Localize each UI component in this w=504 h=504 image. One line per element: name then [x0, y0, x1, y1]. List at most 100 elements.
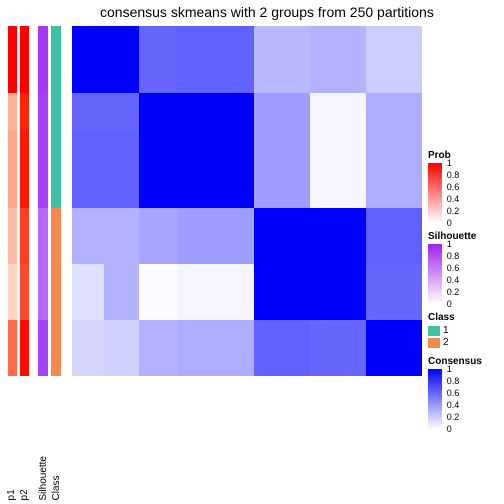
legend-consensus-title: Consensus	[428, 356, 498, 367]
heatmap-cell	[254, 131, 310, 208]
heatmap-cell	[366, 93, 422, 132]
heatmap-cell	[366, 26, 422, 58]
strip-cell	[38, 208, 48, 264]
heatmap-cell	[139, 264, 178, 320]
heatmap-cell	[310, 26, 366, 58]
heatmap-cell	[104, 93, 139, 132]
heatmap-cell	[254, 264, 310, 320]
legend-tick: 0.2	[447, 206, 460, 216]
heatmap-cell	[72, 26, 104, 58]
legend-tick: 0.4	[447, 194, 460, 204]
heatmap-cell	[310, 320, 366, 376]
legend-class-item: 1	[428, 325, 498, 336]
heatmap-cell	[177, 131, 254, 208]
legend-tick: 0.2	[447, 412, 460, 422]
heatmap-cell	[104, 264, 139, 320]
legend-tick: 1	[447, 364, 452, 374]
heatmap-cell	[366, 58, 422, 93]
strip-cell	[51, 93, 61, 132]
strip-cell	[51, 26, 61, 58]
consensus-heatmap	[72, 26, 422, 376]
label-p2: p2	[19, 456, 29, 500]
strip-cell	[38, 320, 48, 376]
strip-cell	[20, 131, 29, 208]
legends: Prob 1 0.8 0.6 0.4 0.2 0 Silhouette 1 0.8 0.6 0.…	[428, 150, 498, 437]
heatmap-cell	[366, 208, 422, 264]
strip-cell	[8, 93, 17, 132]
strip-cell	[51, 58, 61, 93]
heatmap-cell	[139, 131, 178, 208]
strip-cell	[38, 58, 48, 93]
heatmap-cell	[310, 208, 366, 264]
strip-cell	[38, 131, 48, 208]
legend-tick: 0.4	[447, 400, 460, 410]
heatmap-cell	[310, 264, 366, 320]
heatmap-cell	[310, 58, 366, 93]
strip-cell	[38, 26, 48, 58]
strip-cell	[20, 58, 29, 93]
legend-label: 2	[443, 337, 449, 348]
legend-tick: 0.6	[447, 263, 460, 273]
heatmap-cell	[72, 58, 104, 93]
strip-cell	[8, 264, 17, 320]
legend-tick: 1	[447, 239, 452, 249]
label-class: Class	[51, 456, 61, 500]
heatmap-cell	[139, 26, 178, 58]
legend-class: Class 12	[428, 312, 498, 348]
heatmap-cell	[254, 93, 310, 132]
strip-cell	[20, 26, 29, 58]
heatmap-cell	[177, 208, 254, 264]
strip-cell	[20, 320, 29, 376]
strip-silhouette	[38, 26, 48, 376]
legend-tick: 0.6	[447, 388, 460, 398]
heatmap-cell	[310, 93, 366, 132]
legend-swatch	[428, 338, 440, 348]
strip-cell	[8, 131, 17, 208]
legend-consensus-bar	[428, 369, 442, 429]
legend-tick: 1	[447, 158, 452, 168]
heatmap-cell	[72, 264, 104, 320]
legend-class-item: 2	[428, 337, 498, 348]
heatmap-cell	[72, 208, 104, 264]
heatmap-cell	[104, 320, 139, 376]
strip-cell	[8, 208, 17, 264]
legend-prob-title: Prob	[428, 150, 498, 161]
strip-p1	[8, 26, 17, 376]
heatmap-cell	[72, 320, 104, 376]
legend-tick: 0.8	[447, 376, 460, 386]
strip-cell	[51, 131, 61, 208]
strip-cell	[38, 93, 48, 132]
legend-tick: 0	[447, 424, 452, 434]
legend-tick: 0	[447, 299, 452, 309]
legend-silhouette: Silhouette 10.80.60.40.20	[428, 231, 498, 304]
heatmap-cell	[177, 58, 254, 93]
heatmap-cell	[72, 131, 104, 208]
strip-cell	[20, 264, 29, 320]
legend-swatch	[428, 326, 440, 336]
legend-tick: 0.6	[447, 182, 460, 192]
heatmap-cell	[177, 320, 254, 376]
heatmap-cell	[254, 208, 310, 264]
strip-cell	[20, 93, 29, 132]
strip-cell	[8, 26, 17, 58]
legend-silhouette-title: Silhouette	[428, 231, 498, 242]
strip-cell	[8, 58, 17, 93]
chart-title: consensus skmeans with 2 groups from 250…	[100, 4, 434, 20]
legend-silhouette-bar	[428, 244, 442, 304]
annotation-strips	[8, 26, 61, 376]
heatmap-cell	[139, 208, 178, 264]
heatmap-cell	[139, 93, 178, 132]
heatmap-cell	[254, 26, 310, 58]
legend-tick: 0.8	[447, 251, 460, 261]
heatmap-cell	[310, 131, 366, 208]
legend-class-items: 12	[428, 325, 498, 348]
legend-tick: 0	[447, 218, 452, 228]
heatmap-cell	[254, 320, 310, 376]
heatmap-cell	[366, 264, 422, 320]
legend-tick: 0.4	[447, 275, 460, 285]
legend-tick: 0.8	[447, 170, 460, 180]
heatmap-cell	[177, 93, 254, 132]
legend-prob: Prob 10.80.60.40.20	[428, 150, 498, 223]
heatmap-cell	[139, 320, 178, 376]
strip-cell	[51, 208, 61, 264]
